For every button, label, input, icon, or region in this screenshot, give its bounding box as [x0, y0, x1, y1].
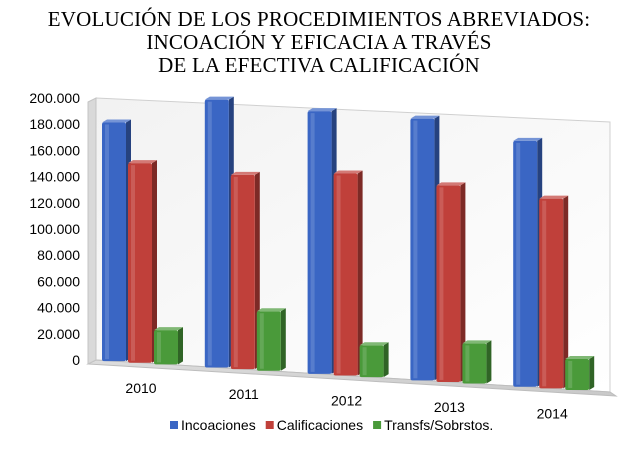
bar-side — [178, 327, 183, 365]
y-tick-label: 0 — [72, 352, 80, 368]
bar-highlight — [516, 142, 521, 385]
y-tick-label: 40.000 — [37, 300, 80, 316]
x-tick-label: 2010 — [125, 380, 156, 396]
y-tick-label: 100.000 — [29, 221, 80, 237]
x-tick-label: 2012 — [331, 393, 362, 409]
chart-title-line-1: EVOLUCIÓN DE LOS PROCEDIMIENTOS ABREVIAD… — [47, 7, 591, 31]
bar-highlight — [310, 113, 315, 372]
bar — [359, 342, 389, 378]
bar-top — [230, 171, 260, 175]
legend-label: Calificaciones — [277, 417, 363, 433]
bar — [565, 355, 595, 390]
bar-highlight — [362, 347, 367, 376]
legend-label: Transfs/Sobrstos. — [384, 417, 493, 433]
bar — [256, 308, 286, 371]
bar-highlight — [542, 200, 547, 387]
bar-side — [152, 160, 157, 363]
bar-top — [307, 108, 337, 112]
bar — [307, 108, 337, 374]
legend-label: Incoaciones — [181, 417, 256, 433]
legend: Incoaciones Calificaciones Transfs/Sobrsto… — [170, 417, 493, 433]
bar-top — [359, 342, 389, 346]
bar-highlight — [439, 187, 444, 380]
bar — [539, 195, 569, 389]
legend-item: Calificaciones — [265, 417, 363, 433]
bars — [102, 96, 595, 390]
legend-swatch — [170, 421, 178, 429]
x-tick-label: 2014 — [537, 405, 568, 421]
bar-side — [280, 308, 286, 371]
y-tick-label: 200.000 — [29, 90, 80, 106]
y-tick-label: 120.000 — [29, 195, 80, 211]
bar-side — [383, 342, 389, 378]
y-tick-label: 180.000 — [29, 116, 80, 132]
bar-side — [486, 340, 492, 384]
bar — [102, 119, 131, 362]
bar-side — [563, 195, 569, 389]
bar-top — [436, 182, 466, 186]
bar — [513, 137, 543, 387]
bar-highlight — [105, 124, 109, 360]
bar-highlight — [465, 345, 470, 382]
bar — [128, 160, 157, 363]
bar — [410, 115, 440, 381]
bar-highlight — [207, 101, 212, 366]
bar-top — [539, 195, 569, 199]
legend-item: Incoaciones — [170, 417, 256, 433]
y-tick-label: 20.000 — [37, 326, 80, 342]
bar-top — [513, 137, 543, 141]
x-axis: 2010 2011 2012 2013 2014 — [125, 380, 568, 422]
chart-title-line-3: DE LA EFECTIVA CALIFICACIÓN — [158, 53, 480, 77]
chart-title-line-2: INCOACIÓN Y EFICACIA A TRAVÉS — [146, 30, 492, 54]
legend-swatch — [373, 421, 382, 429]
bar — [462, 340, 492, 384]
bar-side — [589, 355, 595, 390]
chart-title: EVOLUCIÓN DE LOS PROCEDIMIENTOS ABREVIAD… — [0, 8, 638, 77]
x-tick-label: 2013 — [434, 399, 465, 415]
bar — [154, 327, 183, 365]
bar — [230, 171, 260, 370]
bar-highlight — [131, 165, 135, 361]
bar-top — [333, 170, 363, 174]
bar-highlight — [259, 313, 264, 369]
bar — [333, 170, 363, 376]
legend-item: Transfs/Sobrstos. — [373, 417, 493, 433]
y-tick-label: 60.000 — [37, 273, 80, 289]
legend-swatch — [265, 421, 274, 429]
y-tick-label: 140.000 — [29, 169, 80, 185]
y-axis: 0 20.000 40.000 60.000 80.000 100.000 120.000 1… — [29, 90, 80, 368]
bar — [436, 182, 466, 382]
bar-highlight — [568, 360, 573, 388]
bar-highlight — [157, 332, 161, 363]
bar-highlight — [336, 175, 341, 374]
bar-side — [357, 170, 363, 376]
bar-side — [460, 182, 466, 382]
bar-top — [128, 160, 157, 164]
bar-top — [102, 119, 131, 123]
x-tick-label: 2011 — [229, 386, 259, 402]
bar-top — [462, 340, 492, 344]
bar-highlight — [413, 120, 418, 379]
plot-side-wall — [87, 97, 97, 365]
bar-highlight — [233, 176, 238, 368]
bar-top — [256, 308, 286, 312]
bar — [204, 96, 234, 368]
y-tick-label: 80.000 — [37, 247, 80, 263]
bar-top — [410, 115, 440, 119]
y-tick-label: 160.000 — [29, 142, 80, 158]
bar-top — [154, 327, 183, 331]
bar-top — [204, 96, 234, 100]
bar-top — [565, 355, 595, 359]
